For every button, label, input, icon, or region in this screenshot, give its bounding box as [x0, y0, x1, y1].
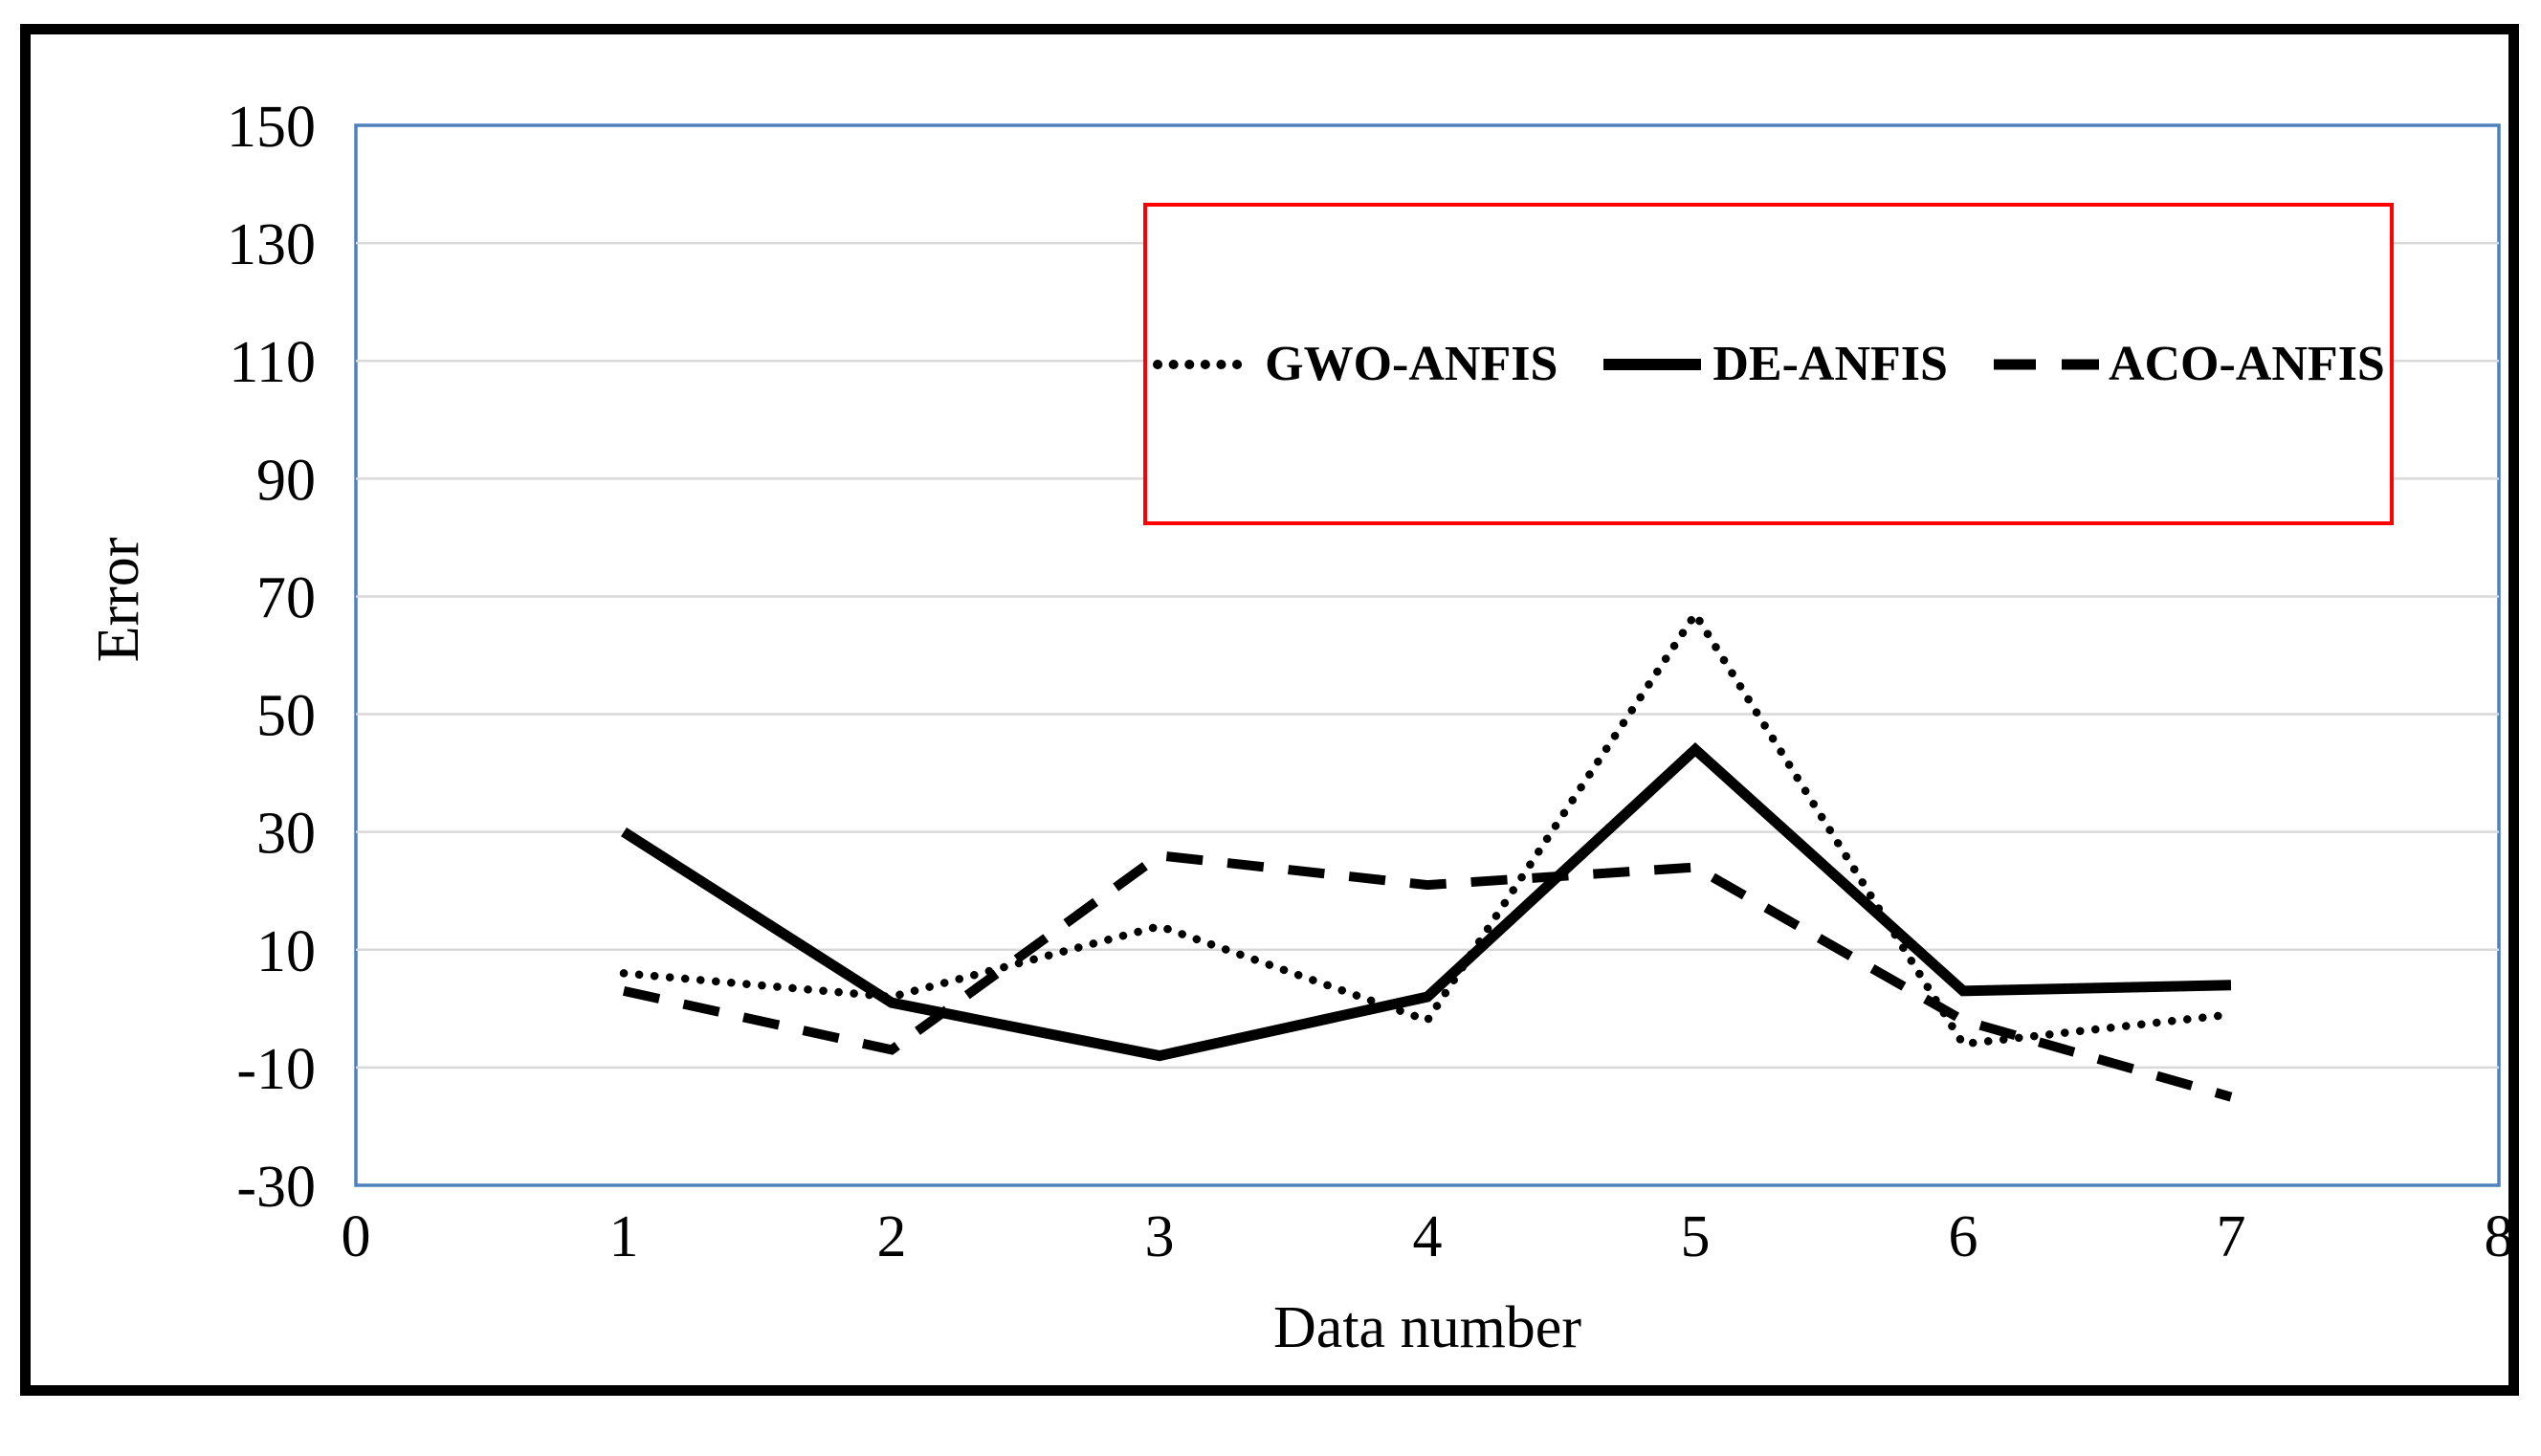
x-axis-title: Data number [1273, 1295, 1581, 1360]
legend-item-de-anfis: DE-ANFIS [1602, 336, 1948, 392]
x-tick-label-6: 6 [1949, 1204, 1978, 1269]
y-tick-labels: 150 130 110 90 70 50 30 10 -10 -30 [227, 95, 316, 1220]
y-tick-label-70: 70 [256, 565, 316, 630]
series-lines [619, 607, 2236, 1102]
dotted-line-icon [1153, 359, 1256, 369]
y-tick-label-50: 50 [256, 684, 316, 749]
x-tick-label-5: 5 [1681, 1204, 1711, 1269]
x-tick-label-3: 3 [1145, 1204, 1175, 1269]
x-tick-labels: 0 1 2 3 4 5 6 7 8 [342, 1204, 2514, 1269]
figure-frame: 150 130 110 90 70 50 30 10 -10 -30 0 1 2 3 4 5 6 7 8 Erro… [20, 24, 2519, 1396]
x-tick-label-0: 0 [342, 1204, 371, 1269]
series-line-gwo-anfis [619, 607, 2236, 1048]
x-tick-label-1: 1 [609, 1204, 639, 1269]
y-tick-label--10: -10 [236, 1037, 316, 1102]
legend-item-gwo-anfis: GWO-ANFIS [1152, 336, 1558, 392]
dashed-line-icon [1993, 359, 2099, 369]
legend-box: GWO-ANFIS DE-ANFIS ACO-ANFIS [1143, 203, 2394, 525]
series-line-aco-anfis [622, 850, 2233, 1102]
solid-line-icon [1603, 358, 1702, 370]
x-tick-label-2: 2 [877, 1204, 907, 1269]
legend-label-gwo-anfis: GWO-ANFIS [1265, 337, 1558, 391]
legend-item-aco-anfis: ACO-ANFIS [1992, 336, 2385, 392]
y-tick-label-30: 30 [256, 802, 316, 867]
y-tick-label--30: -30 [236, 1155, 316, 1220]
y-tick-label-110: 110 [229, 330, 316, 395]
x-tick-label-4: 4 [1413, 1204, 1443, 1269]
y-axis-title: Error [86, 537, 151, 662]
y-tick-label-150: 150 [227, 95, 316, 160]
series-line-de-anfis [621, 742, 2232, 1062]
x-tick-label-8: 8 [2485, 1204, 2514, 1269]
y-tick-label-130: 130 [227, 212, 316, 277]
y-tick-label-90: 90 [256, 448, 316, 513]
legend-label-de-anfis: DE-ANFIS [1712, 337, 1948, 391]
legend-label-aco-anfis: ACO-ANFIS [2108, 337, 2385, 391]
y-tick-label-10: 10 [256, 919, 316, 984]
x-tick-label-7: 7 [2217, 1204, 2246, 1269]
